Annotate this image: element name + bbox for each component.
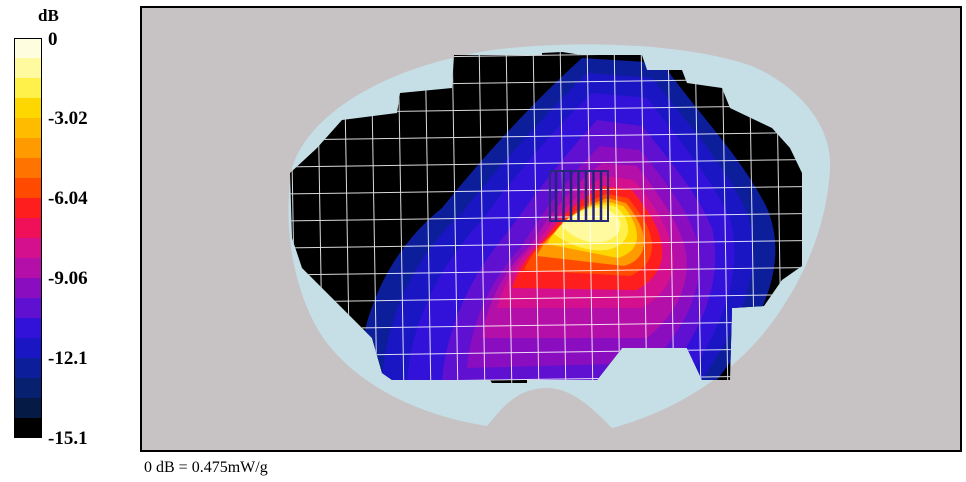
colorbar-segment [14, 318, 42, 339]
grid-line-horizontal [290, 266, 802, 276]
colorbar-segment [14, 78, 42, 99]
colorbar-tick-label: -3.02 [48, 108, 88, 129]
grid-line-horizontal [290, 158, 802, 168]
grid-line-vertical [424, 52, 432, 383]
grid-line-horizontal [290, 212, 802, 222]
colorbar-segment [14, 418, 42, 438]
colorbar-segment [14, 338, 42, 359]
colorbar-segment [14, 358, 42, 379]
grid-line-horizontal [290, 131, 802, 141]
grid-line-vertical [640, 52, 648, 383]
colorbar-segment [14, 198, 42, 219]
colorbar-tick-label: -9.06 [48, 268, 88, 289]
grid-line-vertical [451, 52, 459, 383]
colorbar-segment [14, 118, 42, 139]
grid-line-vertical [586, 52, 594, 383]
grid-line-vertical [667, 52, 675, 383]
colorbar-tick-label: -6.04 [48, 188, 88, 209]
grid-line-vertical [721, 52, 729, 383]
reference-note: 0 dB = 0.475mW/g [144, 459, 268, 476]
colorbar-segment [14, 98, 42, 119]
colorbar-segment [14, 218, 42, 239]
colorbar-tick-label: 0 [48, 29, 58, 50]
colorbar-border [14, 38, 42, 438]
grid-line-vertical [613, 52, 621, 383]
colorbar-segment [14, 398, 42, 419]
colorbar-tick-label: -15.1 [48, 428, 88, 449]
colorbar-unit-label: dB [38, 6, 59, 25]
colorbar-segment [14, 238, 42, 259]
colorbar-legend: dB 0 -3.02 -6.04 -9.06 -12.1 -15.1 [0, 0, 135, 482]
heatmap-plot-area [140, 6, 962, 452]
colorbar-segment [14, 38, 42, 59]
antenna-marker [549, 170, 609, 222]
colorbar-segment [14, 58, 42, 79]
grid-line-vertical [694, 52, 702, 383]
grid-line-vertical [532, 52, 540, 383]
grid-line-horizontal [290, 185, 802, 195]
colorbar-segment [14, 178, 42, 199]
grid-line-horizontal [290, 239, 802, 249]
heatmap-svg [288, 44, 831, 428]
colorbar-segment [14, 158, 42, 179]
colorbar-tick-label: -12.1 [48, 348, 88, 369]
colorbar-segment [14, 278, 42, 299]
colorbar-segment [14, 138, 42, 159]
colorbar-segment [14, 258, 42, 279]
colorbar-scale [14, 38, 42, 438]
colorbar-segment [14, 378, 42, 399]
colorbar-segment [14, 298, 42, 319]
grid-line-horizontal [290, 293, 802, 303]
